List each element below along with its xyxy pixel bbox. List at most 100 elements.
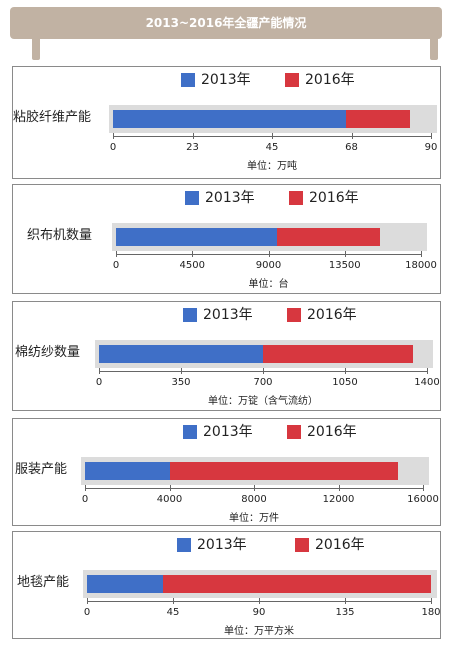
category-label: 棉纺纱数量 [15, 345, 81, 360]
x-tick-label: 1050 [332, 377, 358, 388]
x-tick [254, 485, 255, 491]
legend-label: 2013年 [203, 424, 253, 440]
bar-track [81, 457, 429, 485]
legend-swatch [183, 308, 197, 322]
legend-swatch [185, 191, 199, 205]
bar-track [83, 570, 437, 598]
x-tick [263, 368, 264, 374]
legend-swatch [183, 425, 197, 439]
x-tick-label: 0 [83, 607, 91, 618]
legend-label: 2016年 [315, 537, 365, 553]
title-banner: 2013~2016年全疆产能情况 [10, 7, 442, 39]
unit-label: 单位：万件 [229, 513, 279, 524]
x-tick-label: 12000 [322, 494, 355, 505]
category-label: 地毯产能 [17, 575, 70, 590]
x-tick [338, 485, 340, 491]
chart-panel: 2013年 2016年棉纺纱数量 0 350 700 1050 1400 单位：万锭（含气流纺… [12, 301, 441, 411]
page-title: 2013~2016年全疆产能情况 [145, 16, 307, 30]
chart-panel: 2013年 2016年服装产能 0 4000 8000 12000 16000 单位：万件 [12, 418, 441, 526]
x-tick [116, 251, 117, 257]
x-tick-label: 180 [421, 607, 441, 618]
x-tick-label: 135 [335, 607, 355, 618]
x-tick-label: 8000 [241, 494, 267, 505]
x-tick [259, 598, 260, 604]
x-tick [99, 368, 100, 374]
legend-label: 2016年 [307, 307, 357, 323]
x-tick-label: 4500 [179, 260, 205, 271]
x-tick [431, 598, 432, 604]
x-tick [421, 251, 422, 257]
legend-swatch [289, 191, 303, 205]
legend-swatch [295, 538, 309, 552]
x-tick-label: 23 [186, 142, 199, 153]
legend-swatch [181, 73, 195, 87]
x-tick-label: 68 [345, 142, 358, 153]
unit-label: 单位：万平方米 [224, 626, 294, 637]
banner-post-right [430, 38, 438, 60]
unit-label: 单位：万吨 [247, 161, 297, 172]
x-tick-label: 700 [253, 377, 273, 388]
bar-track [112, 223, 427, 251]
legend-swatch [177, 538, 191, 552]
legend-label: 2013年 [197, 537, 247, 553]
x-tick [113, 133, 114, 139]
bar-2013 [87, 575, 164, 593]
x-tick-label: 45 [166, 607, 180, 618]
x-tick-label: 13500 [328, 260, 361, 271]
x-tick [344, 251, 346, 257]
chart-panel: 2013年 2016年粘胶纤维产能 0 23 45 68 90 单位：万吨 [12, 66, 441, 179]
x-tick [192, 133, 194, 139]
category-label: 服装产能 [15, 462, 68, 477]
category-label: 织布机数量 [27, 228, 93, 243]
legend-label: 2016年 [309, 190, 359, 206]
x-tick [345, 368, 346, 374]
x-tick [427, 368, 428, 374]
bar-track [95, 340, 433, 368]
x-tick-label: 45 [265, 142, 279, 153]
x-tick-label: 4000 [156, 494, 183, 505]
x-tick-label: 0 [95, 377, 103, 388]
x-tick-label: 350 [171, 377, 191, 388]
x-tick-label: 16000 [407, 494, 439, 505]
legend-swatch [285, 73, 299, 87]
x-tick-label: 0 [112, 260, 120, 271]
x-tick-label: 1400 [414, 377, 440, 388]
x-tick-label: 90 [424, 142, 438, 153]
x-tick-label: 9000 [255, 260, 282, 271]
bar-2016 [87, 575, 431, 593]
x-tick [87, 598, 88, 604]
x-tick-label: 90 [252, 607, 266, 618]
x-tick [169, 485, 171, 491]
x-tick [431, 133, 432, 139]
x-tick [345, 598, 346, 604]
x-tick [351, 133, 353, 139]
bar-2013 [116, 228, 277, 246]
x-tick [173, 598, 174, 604]
bar-2013 [99, 345, 263, 363]
x-tick [181, 368, 182, 374]
legend-label: 2013年 [201, 72, 251, 88]
x-tick [272, 133, 273, 139]
category-label: 粘胶纤维产能 [13, 110, 92, 125]
x-tick [85, 485, 86, 491]
legend-label: 2013年 [203, 307, 253, 323]
chart-panel: 2013年 2016年地毯产能 0 45 90 135 180 单位：万平方米 [12, 531, 441, 639]
x-tick-label: 0 [81, 494, 89, 505]
bar-2013 [113, 110, 347, 128]
unit-label: 单位：万锭（含气流纺） [208, 396, 318, 407]
x-tick [268, 251, 270, 257]
unit-label: 单位：台 [248, 279, 289, 290]
bar-2013 [85, 462, 170, 480]
bar-track [109, 105, 437, 133]
legend-swatch [287, 425, 301, 439]
legend-label: 2016年 [305, 72, 355, 88]
legend-label: 2013年 [205, 190, 255, 206]
legend-swatch [287, 308, 301, 322]
x-tick-label: 0 [109, 142, 117, 153]
banner-post-left [32, 38, 40, 60]
x-tick-label: 18000 [405, 260, 437, 271]
x-tick [423, 485, 424, 491]
chart-panel: 2013年 2016年织布机数量 0 4500 9000 13500 18000 单位：台 [12, 184, 441, 294]
x-tick [192, 251, 194, 257]
legend-label: 2016年 [307, 424, 357, 440]
